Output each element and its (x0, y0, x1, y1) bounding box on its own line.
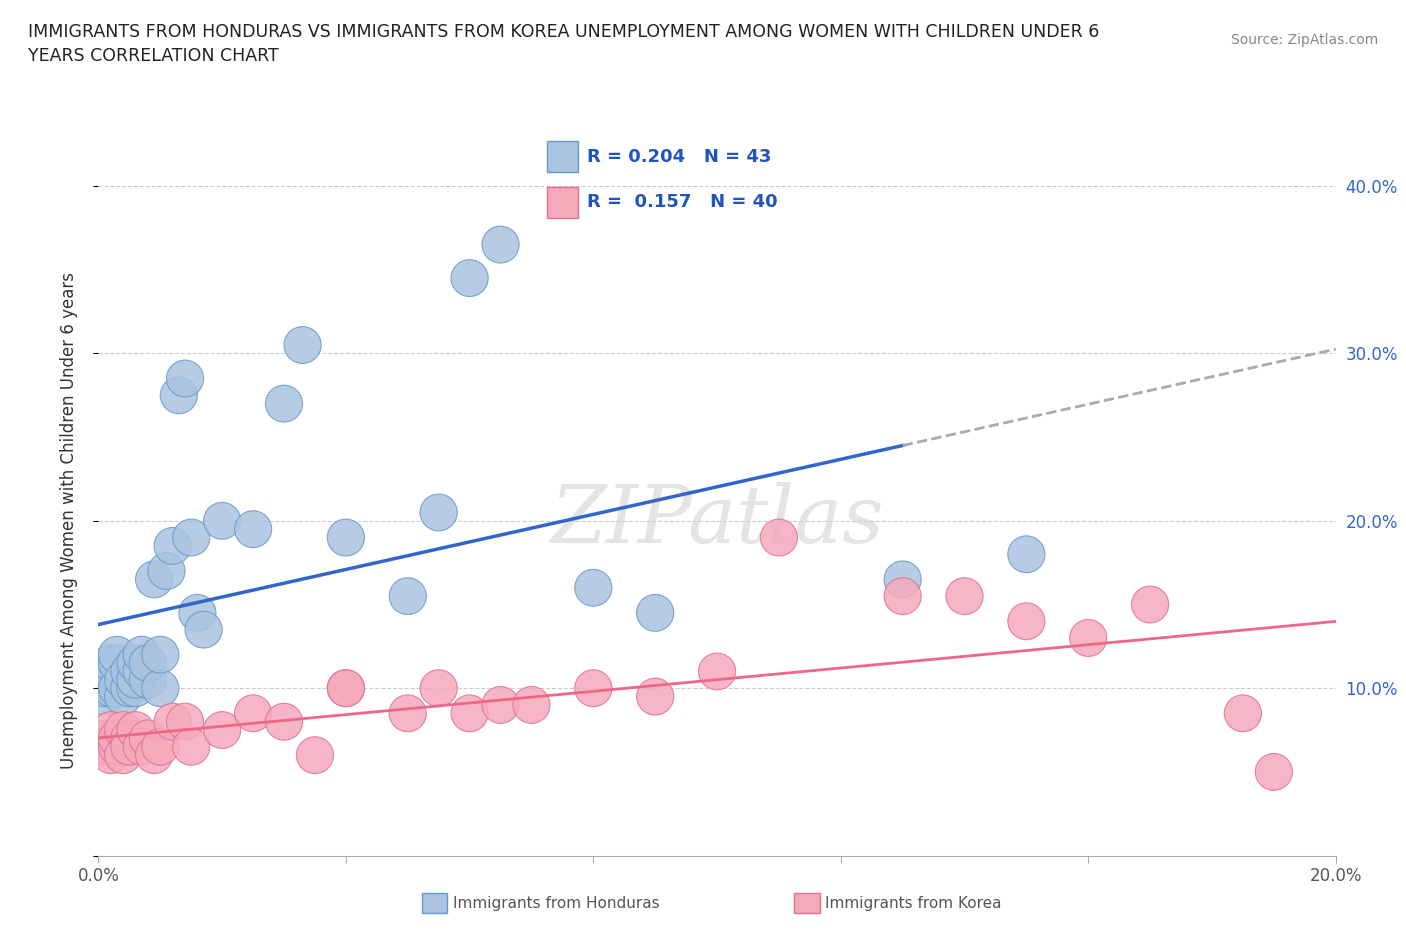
Ellipse shape (204, 711, 240, 749)
Text: R =  0.157   N = 40: R = 0.157 N = 40 (586, 193, 778, 211)
Ellipse shape (1008, 603, 1045, 640)
Ellipse shape (98, 728, 135, 765)
FancyBboxPatch shape (547, 141, 578, 172)
Ellipse shape (1256, 753, 1292, 790)
Ellipse shape (1008, 536, 1045, 573)
Ellipse shape (160, 377, 197, 414)
Ellipse shape (98, 636, 135, 673)
Y-axis label: Unemployment Among Women with Children Under 6 years: Unemployment Among Women with Children U… (59, 272, 77, 769)
Ellipse shape (389, 695, 426, 732)
Ellipse shape (93, 670, 129, 707)
Ellipse shape (451, 259, 488, 297)
Ellipse shape (284, 326, 321, 364)
Ellipse shape (135, 737, 173, 774)
Ellipse shape (1070, 619, 1107, 657)
Ellipse shape (111, 670, 148, 707)
Text: Source: ZipAtlas.com: Source: ZipAtlas.com (1230, 33, 1378, 46)
Ellipse shape (135, 561, 173, 598)
Text: Immigrants from Honduras: Immigrants from Honduras (453, 897, 659, 911)
Ellipse shape (420, 494, 457, 531)
Ellipse shape (235, 511, 271, 548)
Ellipse shape (104, 678, 142, 715)
Ellipse shape (155, 703, 191, 740)
Ellipse shape (86, 720, 124, 757)
Ellipse shape (111, 653, 148, 690)
Ellipse shape (104, 737, 142, 774)
Ellipse shape (142, 728, 179, 765)
Ellipse shape (884, 561, 921, 598)
Ellipse shape (142, 670, 179, 707)
Ellipse shape (637, 594, 673, 631)
Text: ZIPatlas: ZIPatlas (550, 482, 884, 560)
Ellipse shape (117, 670, 155, 707)
Ellipse shape (129, 644, 166, 682)
Ellipse shape (179, 594, 217, 631)
Ellipse shape (117, 711, 155, 749)
Ellipse shape (117, 644, 155, 682)
Ellipse shape (1132, 586, 1168, 623)
Ellipse shape (699, 653, 735, 690)
Ellipse shape (129, 661, 166, 698)
Text: IMMIGRANTS FROM HONDURAS VS IMMIGRANTS FROM KOREA UNEMPLOYMENT AMONG WOMEN WITH : IMMIGRANTS FROM HONDURAS VS IMMIGRANTS F… (28, 23, 1099, 65)
Ellipse shape (761, 519, 797, 556)
Ellipse shape (98, 670, 135, 707)
Ellipse shape (482, 226, 519, 263)
Ellipse shape (148, 552, 186, 590)
Ellipse shape (173, 728, 209, 765)
Ellipse shape (142, 636, 179, 673)
Ellipse shape (104, 711, 142, 749)
Ellipse shape (129, 720, 166, 757)
Ellipse shape (86, 661, 124, 698)
Ellipse shape (420, 670, 457, 707)
Ellipse shape (575, 670, 612, 707)
Ellipse shape (166, 360, 204, 397)
Ellipse shape (328, 519, 364, 556)
Ellipse shape (575, 569, 612, 606)
Ellipse shape (482, 686, 519, 724)
Ellipse shape (104, 661, 142, 698)
Ellipse shape (93, 737, 129, 774)
Ellipse shape (513, 686, 550, 724)
Ellipse shape (93, 653, 129, 690)
Ellipse shape (93, 644, 129, 682)
Ellipse shape (98, 720, 135, 757)
Ellipse shape (86, 728, 124, 765)
Text: Immigrants from Korea: Immigrants from Korea (825, 897, 1002, 911)
Ellipse shape (946, 578, 983, 615)
Ellipse shape (173, 519, 209, 556)
Ellipse shape (86, 678, 124, 715)
Ellipse shape (93, 711, 129, 749)
Ellipse shape (451, 695, 488, 732)
Ellipse shape (235, 695, 271, 732)
Ellipse shape (117, 661, 155, 698)
Ellipse shape (186, 611, 222, 648)
Ellipse shape (111, 728, 148, 765)
Text: R = 0.204   N = 43: R = 0.204 N = 43 (586, 148, 772, 166)
Ellipse shape (204, 502, 240, 539)
Ellipse shape (155, 527, 191, 565)
Ellipse shape (1225, 695, 1261, 732)
Ellipse shape (124, 636, 160, 673)
Ellipse shape (266, 703, 302, 740)
Ellipse shape (166, 703, 204, 740)
Ellipse shape (124, 653, 160, 690)
Ellipse shape (266, 385, 302, 422)
Ellipse shape (86, 670, 124, 707)
Ellipse shape (637, 678, 673, 715)
Ellipse shape (389, 578, 426, 615)
Ellipse shape (297, 737, 333, 774)
Ellipse shape (111, 720, 148, 757)
Ellipse shape (124, 728, 160, 765)
Ellipse shape (884, 578, 921, 615)
Ellipse shape (328, 670, 364, 707)
FancyBboxPatch shape (547, 187, 578, 219)
Ellipse shape (328, 670, 364, 707)
Ellipse shape (98, 644, 135, 682)
